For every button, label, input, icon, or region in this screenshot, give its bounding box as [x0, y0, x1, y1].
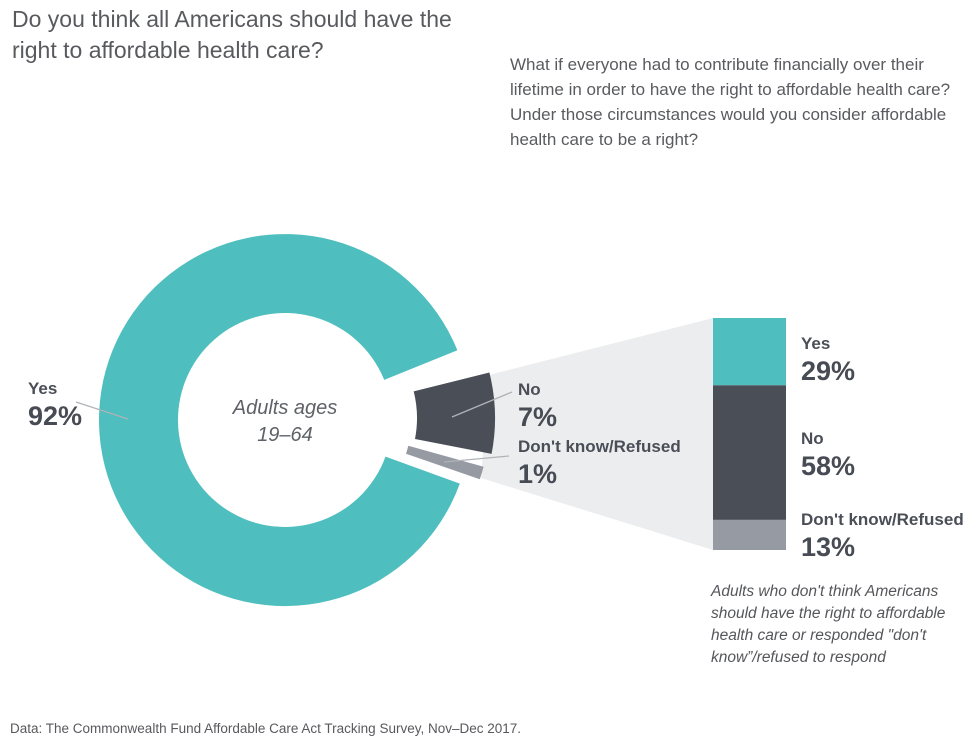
donut-label-yes-value: 92%: [28, 401, 83, 431]
page-title: Do you think all Americans should have t…: [12, 6, 452, 63]
donut-label-no: No 7%: [518, 380, 557, 432]
callout-line-dk: [443, 455, 510, 463]
donut-label-no-value: 7%: [518, 402, 558, 432]
bar-label-dk: Don't know/Refused 13%: [801, 510, 964, 562]
donut-label-dk-name: Don't know/Refused: [518, 437, 681, 456]
donut-center-line2: 19–64: [257, 424, 313, 446]
donut-label-dk-value: 1%: [518, 459, 558, 489]
donut-label-yes: Yes 92%: [28, 379, 82, 431]
bar-segment-yes: [713, 318, 786, 386]
bar-label-dk-value: 13%: [801, 532, 856, 562]
bar-label-dk-name: Don't know/Refused: [801, 510, 964, 529]
follow-up-question-text: What if everyone had to contribute finan…: [510, 55, 951, 149]
bar-label-yes-name: Yes: [801, 334, 831, 353]
donut-center-line1: Adults ages: [232, 397, 338, 419]
bar-label-no: No 58%: [801, 429, 855, 481]
bar-label-yes-value: 29%: [801, 356, 856, 386]
donut-segment-yes: [98, 234, 460, 607]
data-source-text: Data: The Commonwealth Fund Affordable C…: [10, 721, 522, 736]
bar-segment-no: [713, 385, 786, 520]
bar-label-yes: Yes 29%: [801, 334, 855, 386]
donut-label-no-name: No: [518, 380, 541, 399]
bar-label-no-value: 58%: [801, 451, 856, 481]
callout-line-no: [451, 391, 513, 418]
callout-line-yes: [75, 401, 129, 420]
donut-segment-no: [413, 372, 496, 454]
magnifier-funnel-shape: [481, 318, 713, 550]
donut-label-yes-name: Yes: [28, 379, 58, 398]
donut-center-label: Adults ages 19–64: [195, 395, 375, 449]
bar-population-note: Adults who don't think Americans should …: [711, 583, 946, 666]
bar-label-no-name: No: [801, 429, 824, 448]
donut-label-dk: Don't know/Refused 1%: [518, 437, 681, 489]
bar-segment-dk: [713, 519, 786, 550]
